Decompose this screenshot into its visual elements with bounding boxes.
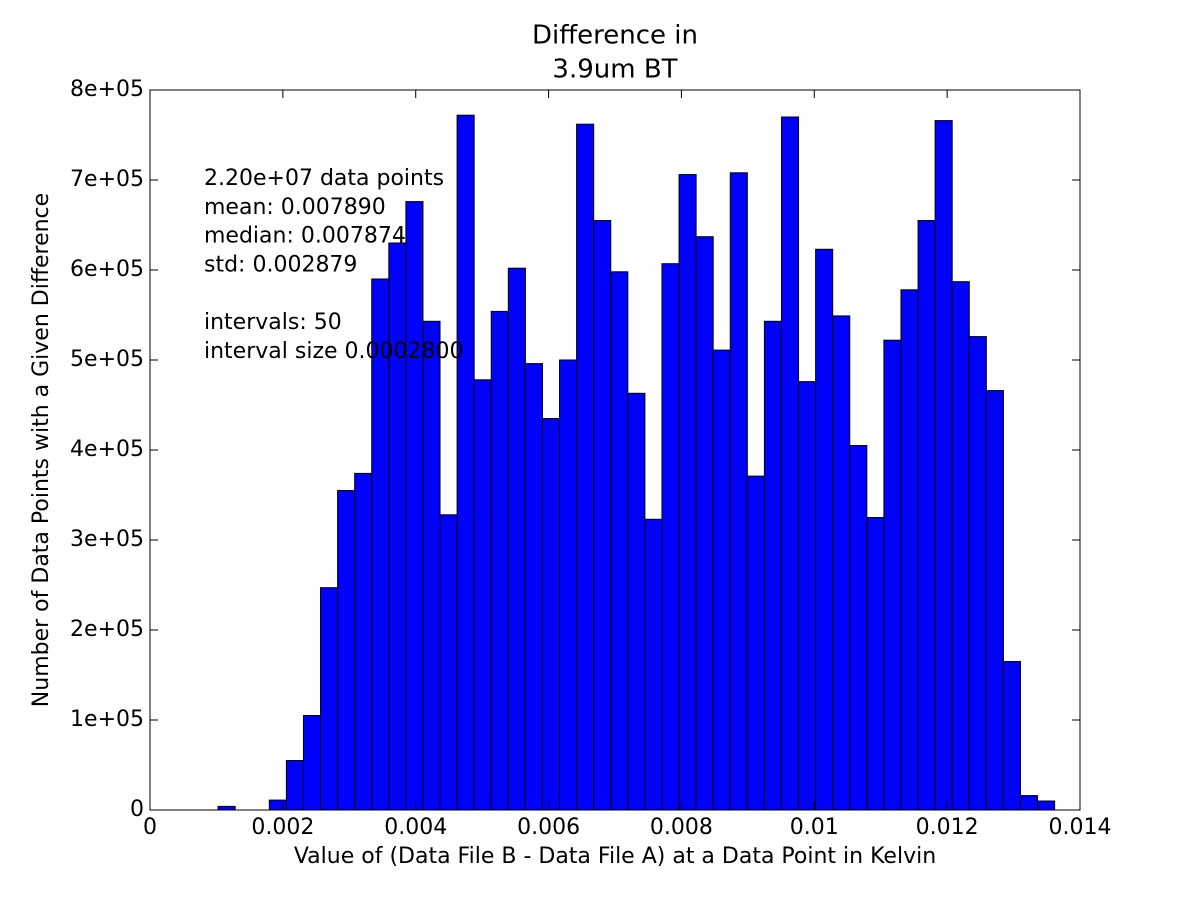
bar (576, 123, 595, 811)
bar (388, 242, 407, 811)
annotation: interval size 0.0002800 (204, 339, 464, 364)
chart-title: Difference in (532, 21, 698, 51)
bar (302, 715, 322, 811)
bar (337, 490, 356, 811)
bar (951, 281, 970, 811)
x-tick-label: 0.004 (384, 815, 447, 840)
bar (712, 349, 731, 811)
bar (439, 514, 458, 811)
y-tick-label: 4e+05 (70, 437, 144, 462)
bar (644, 518, 663, 811)
x-tick-label: 0.006 (517, 815, 580, 840)
bar (285, 760, 304, 811)
x-tick-label: 0.002 (251, 815, 314, 840)
bar (729, 172, 748, 811)
annotation: 2.20e+07 data points (204, 166, 444, 191)
y-tick-label: 2e+05 (70, 617, 144, 642)
bar (627, 392, 646, 811)
x-tick-label: 0.014 (1049, 815, 1112, 840)
y-tick-label: 6e+05 (70, 257, 144, 282)
bar (354, 472, 373, 811)
x-tick-label: 0 (143, 815, 157, 840)
bar (934, 120, 953, 811)
bar (695, 236, 714, 811)
bar (900, 289, 919, 811)
bar (798, 381, 817, 811)
y-tick-label: 0 (130, 797, 144, 822)
x-tick-label: 0.01 (790, 815, 839, 840)
bar (968, 336, 987, 811)
bar (832, 315, 851, 811)
bar (866, 517, 885, 811)
x-tick-label: 0.008 (650, 815, 713, 840)
y-axis-label: Number of Data Points with a Given Diffe… (29, 193, 54, 707)
bar (456, 114, 475, 811)
bar (524, 363, 543, 811)
y-tick-label: 5e+05 (70, 347, 144, 372)
bar (917, 220, 936, 811)
bar (473, 379, 492, 811)
bar (507, 267, 526, 811)
chart-title: 3.9um BT (552, 55, 677, 85)
bar (490, 310, 509, 811)
annotation: intervals: 50 (204, 310, 342, 335)
y-tick-label: 7e+05 (70, 167, 144, 192)
bar (1037, 800, 1056, 811)
bar (883, 339, 902, 811)
bar (746, 475, 765, 811)
y-tick-label: 1e+05 (70, 707, 144, 732)
bar (217, 805, 236, 811)
bar (815, 248, 834, 811)
annotation: median: 0.007874 (204, 224, 406, 249)
x-axis-label: Value of (Data File B - Data File A) at … (294, 844, 936, 869)
bar (849, 445, 868, 811)
bar (593, 220, 612, 811)
bar (422, 320, 441, 811)
annotation: std: 0.002879 (204, 252, 357, 277)
annotation: mean: 0.007890 (204, 195, 386, 220)
bar (1019, 795, 1039, 811)
bar (320, 587, 339, 811)
bar (661, 263, 680, 811)
y-tick-label: 3e+05 (70, 527, 144, 552)
bar (1002, 661, 1021, 811)
bar (985, 390, 1004, 811)
bar (780, 116, 800, 811)
bar (678, 174, 697, 811)
y-tick-label: 8e+05 (70, 77, 144, 102)
bar (541, 418, 561, 811)
bar (405, 201, 424, 811)
bar (559, 359, 578, 811)
bar (763, 320, 782, 811)
bar (268, 799, 287, 811)
x-tick-label: 0.012 (916, 815, 979, 840)
bar (610, 271, 629, 811)
